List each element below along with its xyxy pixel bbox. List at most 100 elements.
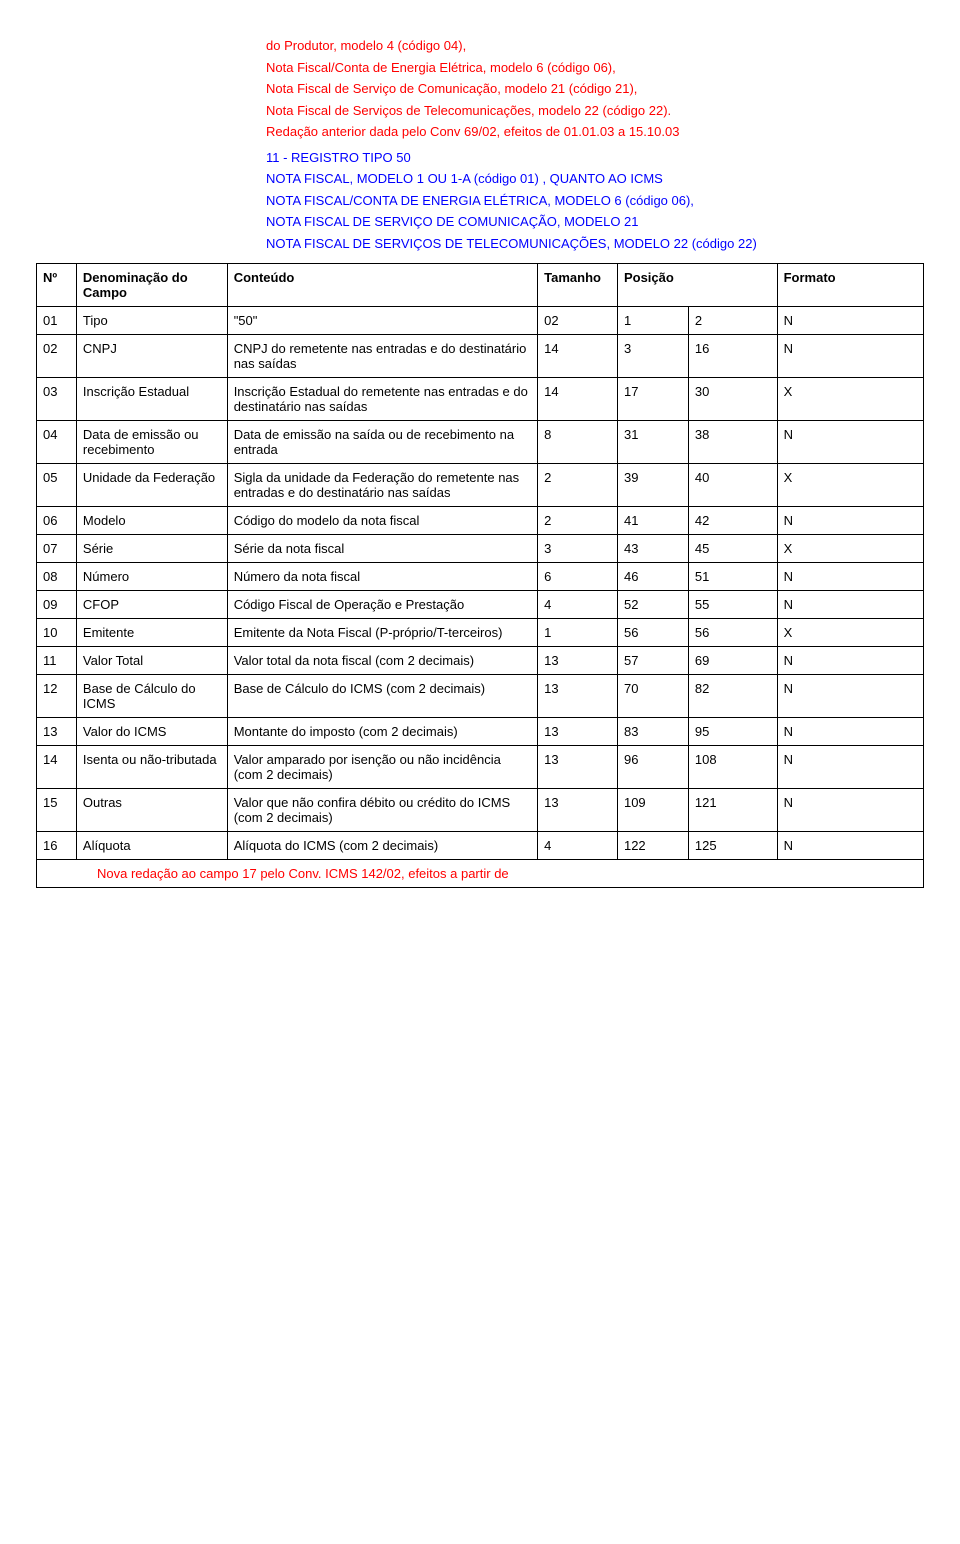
cell-p2: 82 xyxy=(688,675,777,718)
cell-no: 12 xyxy=(37,675,77,718)
intro-line: do Produtor, modelo 4 (código 04), xyxy=(266,36,924,56)
cell-p1: 70 xyxy=(617,675,688,718)
cell-p2: 45 xyxy=(688,535,777,563)
table-row: 08NúmeroNúmero da nota fiscal64651N xyxy=(37,563,924,591)
intro-line: Nota Fiscal/Conta de Energia Elétrica, m… xyxy=(266,58,924,78)
cell-den: Valor do ICMS xyxy=(76,718,227,746)
th-posicao: Posição xyxy=(617,264,777,307)
cell-con: Número da nota fiscal xyxy=(227,563,537,591)
table-row: 10EmitenteEmitente da Nota Fiscal (P-pró… xyxy=(37,619,924,647)
cell-den: Tipo xyxy=(76,307,227,335)
cell-fmt: X xyxy=(777,535,923,563)
cell-fmt: N xyxy=(777,507,923,535)
cell-no: 03 xyxy=(37,378,77,421)
table-row: 02CNPJCNPJ do remetente nas entradas e d… xyxy=(37,335,924,378)
cell-con: "50" xyxy=(227,307,537,335)
table-row: 06ModeloCódigo do modelo da nota fiscal2… xyxy=(37,507,924,535)
cell-tam: 13 xyxy=(538,675,618,718)
cell-p2: 55 xyxy=(688,591,777,619)
cell-con: Série da nota fiscal xyxy=(227,535,537,563)
cell-p1: 109 xyxy=(617,789,688,832)
table-row: 01Tipo"50"0212N xyxy=(37,307,924,335)
cell-con: Montante do imposto (com 2 decimais) xyxy=(227,718,537,746)
cell-fmt: N xyxy=(777,718,923,746)
cell-no: 06 xyxy=(37,507,77,535)
cell-no: 01 xyxy=(37,307,77,335)
cell-den: Base de Cálculo do ICMS xyxy=(76,675,227,718)
table-row: 15OutrasValor que não confira débito ou … xyxy=(37,789,924,832)
cell-con: Emitente da Nota Fiscal (P-próprio/T-ter… xyxy=(227,619,537,647)
cell-p1: 31 xyxy=(617,421,688,464)
intro-blue-text: 11 - REGISTRO TIPO 50 NOTA FISCAL, MODEL… xyxy=(266,148,924,254)
cell-tam: 14 xyxy=(538,335,618,378)
intro-line: Redação anterior dada pelo Conv 69/02, e… xyxy=(266,122,924,142)
cell-tam: 8 xyxy=(538,421,618,464)
cell-den: Data de emissão ou recebimento xyxy=(76,421,227,464)
intro11-line: NOTA FISCAL, MODELO 1 OU 1-A (código 01)… xyxy=(266,169,924,189)
cell-tam: 1 xyxy=(538,619,618,647)
cell-den: Série xyxy=(76,535,227,563)
cell-p2: 121 xyxy=(688,789,777,832)
cell-tam: 4 xyxy=(538,832,618,860)
cell-den: Inscrição Estadual xyxy=(76,378,227,421)
table-footer-row: Nova redação ao campo 17 pelo Conv. ICMS… xyxy=(37,860,924,888)
cell-no: 09 xyxy=(37,591,77,619)
cell-p2: 125 xyxy=(688,832,777,860)
cell-fmt: X xyxy=(777,619,923,647)
th-conteudo: Conteúdo xyxy=(227,264,537,307)
cell-fmt: N xyxy=(777,832,923,860)
cell-p2: 30 xyxy=(688,378,777,421)
cell-no: 04 xyxy=(37,421,77,464)
table-row: 04Data de emissão ou recebimentoData de … xyxy=(37,421,924,464)
cell-p2: 40 xyxy=(688,464,777,507)
cell-tam: 13 xyxy=(538,718,618,746)
footer-note: Nova redação ao campo 17 pelo Conv. ICMS… xyxy=(37,860,924,888)
cell-fmt: N xyxy=(777,591,923,619)
cell-con: CNPJ do remetente nas entradas e do dest… xyxy=(227,335,537,378)
cell-p1: 46 xyxy=(617,563,688,591)
cell-den: CNPJ xyxy=(76,335,227,378)
cell-con: Alíquota do ICMS (com 2 decimais) xyxy=(227,832,537,860)
cell-tam: 02 xyxy=(538,307,618,335)
intro11-line: 11 - REGISTRO TIPO 50 xyxy=(266,148,924,168)
cell-no: 11 xyxy=(37,647,77,675)
cell-fmt: N xyxy=(777,335,923,378)
cell-con: Valor que não confira débito ou crédito … xyxy=(227,789,537,832)
cell-p2: 16 xyxy=(688,335,777,378)
cell-tam: 2 xyxy=(538,507,618,535)
cell-fmt: X xyxy=(777,378,923,421)
cell-p2: 42 xyxy=(688,507,777,535)
table-row: 16AlíquotaAlíquota do ICMS (com 2 decima… xyxy=(37,832,924,860)
cell-p2: 95 xyxy=(688,718,777,746)
cell-fmt: N xyxy=(777,789,923,832)
cell-den: Unidade da Federação xyxy=(76,464,227,507)
cell-tam: 13 xyxy=(538,746,618,789)
cell-p1: 122 xyxy=(617,832,688,860)
cell-tam: 14 xyxy=(538,378,618,421)
table-row: 09CFOPCódigo Fiscal de Operação e Presta… xyxy=(37,591,924,619)
cell-den: CFOP xyxy=(76,591,227,619)
cell-p1: 52 xyxy=(617,591,688,619)
cell-p2: 69 xyxy=(688,647,777,675)
cell-p1: 17 xyxy=(617,378,688,421)
intro11-line: NOTA FISCAL DE SERVIÇO DE COMUNICAÇÃO, M… xyxy=(266,212,924,232)
cell-fmt: N xyxy=(777,746,923,789)
th-no: Nº xyxy=(37,264,77,307)
cell-den: Valor Total xyxy=(76,647,227,675)
cell-den: Outras xyxy=(76,789,227,832)
table-body: 01Tipo"50"0212N02CNPJCNPJ do remetente n… xyxy=(37,307,924,860)
cell-no: 14 xyxy=(37,746,77,789)
cell-fmt: N xyxy=(777,421,923,464)
cell-con: Data de emissão na saída ou de recebimen… xyxy=(227,421,537,464)
registro-table: Nº Denominação do Campo Conteúdo Tamanho… xyxy=(36,263,924,888)
cell-no: 16 xyxy=(37,832,77,860)
table-row: 11Valor TotalValor total da nota fiscal … xyxy=(37,647,924,675)
cell-den: Alíquota xyxy=(76,832,227,860)
cell-fmt: N xyxy=(777,563,923,591)
cell-fmt: N xyxy=(777,647,923,675)
cell-p1: 56 xyxy=(617,619,688,647)
table-header-row: Nº Denominação do Campo Conteúdo Tamanho… xyxy=(37,264,924,307)
cell-p1: 41 xyxy=(617,507,688,535)
cell-con: Sigla da unidade da Federação do remeten… xyxy=(227,464,537,507)
cell-fmt: X xyxy=(777,464,923,507)
